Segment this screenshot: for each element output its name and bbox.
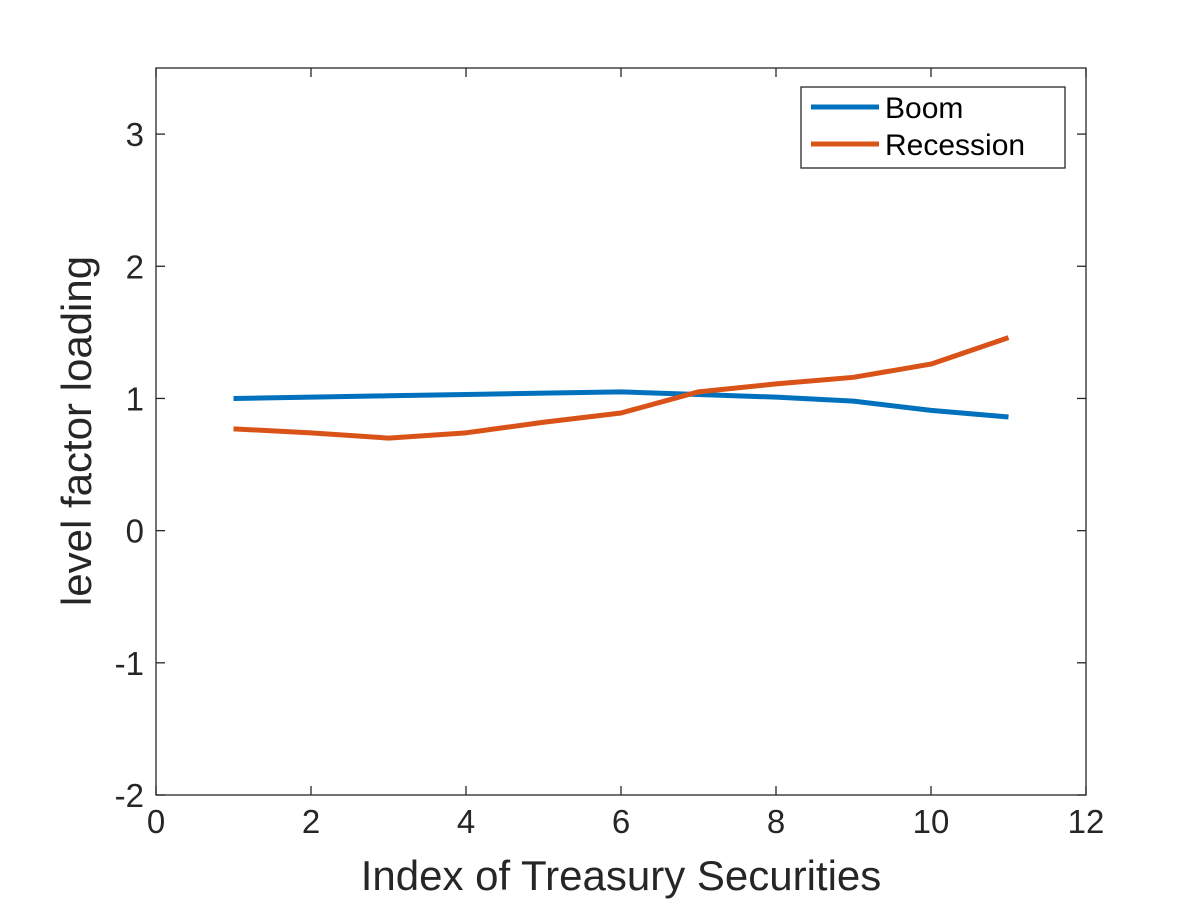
x-tick-label: 12 bbox=[1068, 803, 1105, 840]
series-layer bbox=[233, 335, 1010, 441]
legend-box bbox=[800, 86, 1066, 169]
x-tick-label: 6 bbox=[612, 803, 630, 840]
legend-label-boom: Boom bbox=[885, 92, 963, 125]
y-tick-label: 1 bbox=[126, 380, 144, 417]
x-tick-label: 8 bbox=[767, 803, 785, 840]
x-tick-label: 10 bbox=[913, 803, 950, 840]
y-tick-label: 0 bbox=[126, 513, 144, 550]
x-tick-label: 0 bbox=[147, 803, 165, 840]
x-tick-label: 4 bbox=[457, 803, 475, 840]
x-tick-label: 2 bbox=[302, 803, 320, 840]
series-line-recession bbox=[233, 335, 1010, 441]
y-tick-label: -2 bbox=[115, 777, 144, 814]
y-axis-label: level factor loading bbox=[53, 256, 100, 606]
x-axis-label: Index of Treasury Securities bbox=[361, 852, 882, 899]
legend-label-recession: Recession bbox=[885, 129, 1025, 162]
y-tick-label: 3 bbox=[126, 116, 144, 153]
legend: Boom Recession bbox=[800, 86, 1066, 169]
y-tick-label: 2 bbox=[126, 248, 144, 285]
axes-box bbox=[155, 67, 1087, 796]
y-tick-label: -1 bbox=[115, 645, 144, 682]
series-line-boom bbox=[233, 389, 1009, 420]
